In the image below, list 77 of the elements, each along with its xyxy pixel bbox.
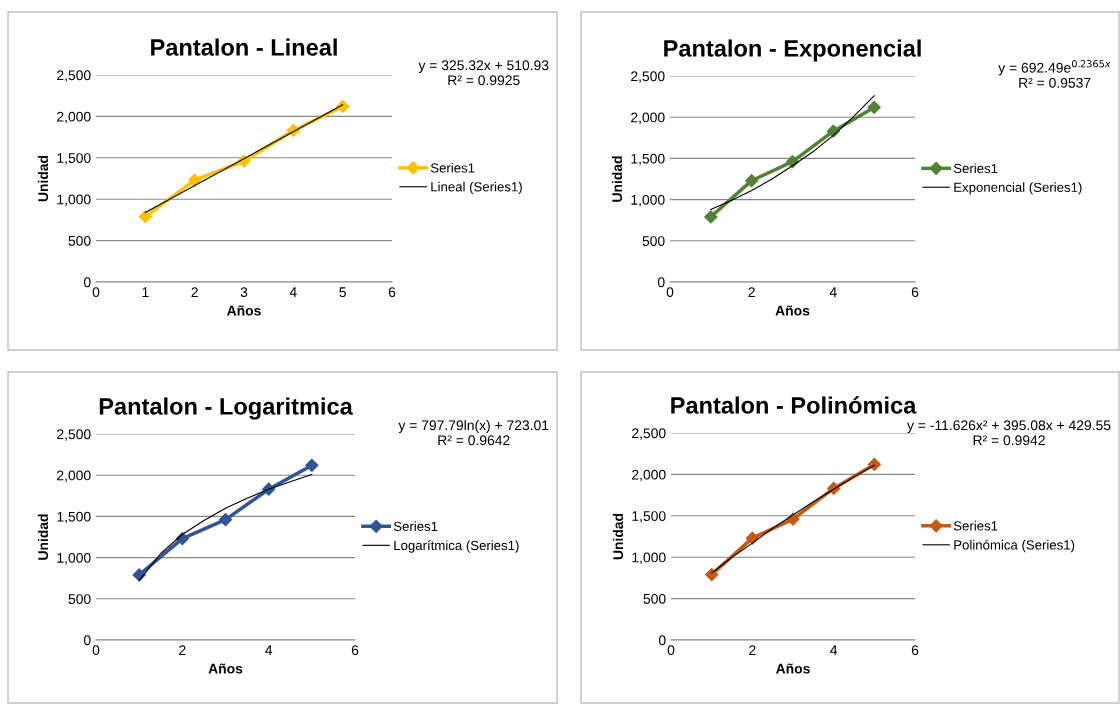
point — [138, 209, 152, 224]
legend-label: Exponencial (Series1) — [954, 182, 1082, 195]
point — [867, 100, 881, 114]
x-axis-title: Años — [208, 663, 243, 674]
y-tick-label: 1,000 — [631, 194, 665, 207]
y-tick-label: 2,500 — [632, 428, 666, 440]
y-tick-label: 1,000 — [57, 552, 91, 565]
legend-label: Lineal (Series1) — [431, 181, 522, 195]
point — [705, 567, 719, 582]
x-tick-label: 0 — [92, 287, 100, 298]
x-tick-label: 4 — [830, 645, 838, 655]
y-axis-title: Unidad — [37, 514, 49, 560]
y-tick-label: 1,500 — [57, 511, 91, 524]
x-tick-label: 4 — [265, 645, 273, 655]
y-tick-label: 2,000 — [631, 112, 665, 125]
y-axis-title: Unidad — [37, 155, 49, 202]
y-tick-label: 2,500 — [631, 71, 665, 83]
x-axis-title: Años — [226, 305, 261, 316]
y-tick-label: 500 — [68, 235, 91, 246]
legend-label: Series1 — [953, 163, 998, 174]
x-tick-label: 3 — [240, 287, 248, 298]
y-tick-label: 1,500 — [632, 511, 666, 523]
y-tick-label: 0 — [657, 277, 665, 288]
y-tick-label: 2,500 — [57, 429, 91, 441]
point — [867, 457, 881, 472]
y-tick-label: 500 — [642, 236, 665, 246]
chart-title: Pantalon - Lineal — [151, 38, 337, 56]
legend-label: Series1 — [430, 162, 475, 173]
y-tick-label: 0 — [658, 635, 666, 646]
y-axis-title: Unidad — [611, 156, 623, 202]
annotation: y = -11.626x² + 395.08x + 429.55 R² = 0.9942 — [907, 420, 1111, 446]
y-tick-label: 1,000 — [57, 194, 91, 207]
point — [704, 210, 718, 224]
x-tick-label: 2 — [749, 645, 756, 655]
chart-title: Pantalon - Exponencial — [664, 39, 921, 62]
y-tick-label: 2,000 — [57, 470, 91, 483]
x-tick-label: 6 — [351, 645, 359, 656]
point — [745, 174, 759, 188]
point — [218, 513, 233, 527]
x-tick-label: 6 — [911, 645, 919, 656]
y-tick-label: 2,000 — [632, 469, 666, 482]
y-tick-label: 1,000 — [632, 552, 666, 565]
y-tick-label: 500 — [68, 594, 91, 604]
legend-label: Series1 — [953, 520, 998, 531]
point — [188, 173, 202, 187]
y-tick-label: 1,500 — [57, 153, 91, 165]
x-tick-label: 2 — [179, 645, 186, 655]
x-tick-label: 5 — [339, 287, 346, 298]
x-tick-label: 0 — [667, 645, 675, 656]
x-tick-label: 0 — [92, 645, 100, 656]
y-tick-label: 2,500 — [57, 70, 91, 82]
x-tick-label: 6 — [388, 287, 396, 298]
x-tick-label: 0 — [666, 287, 674, 298]
text: y = 797.79ln(x) + 723.01 R² = 0.9642 — [398, 420, 549, 446]
y-tick-label: 2,000 — [57, 111, 91, 124]
y-tick-label: 500 — [643, 593, 666, 604]
x-tick-label: 1 — [142, 287, 149, 297]
text: y = 692.49e$^{0.2365x}$ R² = 0.9537 — [998, 60, 1111, 88]
chart-title: Pantalon - Polinómica — [671, 396, 917, 414]
x-tick-label: 4 — [289, 287, 297, 297]
x-axis-title: Años — [775, 663, 810, 674]
y-axis-title: Unidad — [612, 513, 624, 560]
legend-label: Polinómica (Series1) — [954, 539, 1075, 553]
x-tick-label: 2 — [748, 287, 755, 297]
y-tick-label: 0 — [83, 635, 91, 646]
x-tick-label: 4 — [829, 287, 837, 297]
legend-label: Series1 — [393, 521, 438, 532]
point — [745, 531, 759, 545]
point — [305, 458, 319, 472]
x-axis-title: Años — [775, 305, 810, 316]
y-tick-label: 1,500 — [631, 153, 665, 166]
y-tick-label: 0 — [83, 277, 91, 288]
legend-label: Logarítmica (Series1) — [394, 540, 519, 553]
x-tick-label: 6 — [911, 287, 919, 298]
chart-title: Pantalon - Logaritmica — [99, 397, 353, 420]
x-tick-label: 2 — [191, 287, 198, 297]
text: y = 325.32x + 510.93 R² = 0.9925 — [418, 60, 549, 86]
